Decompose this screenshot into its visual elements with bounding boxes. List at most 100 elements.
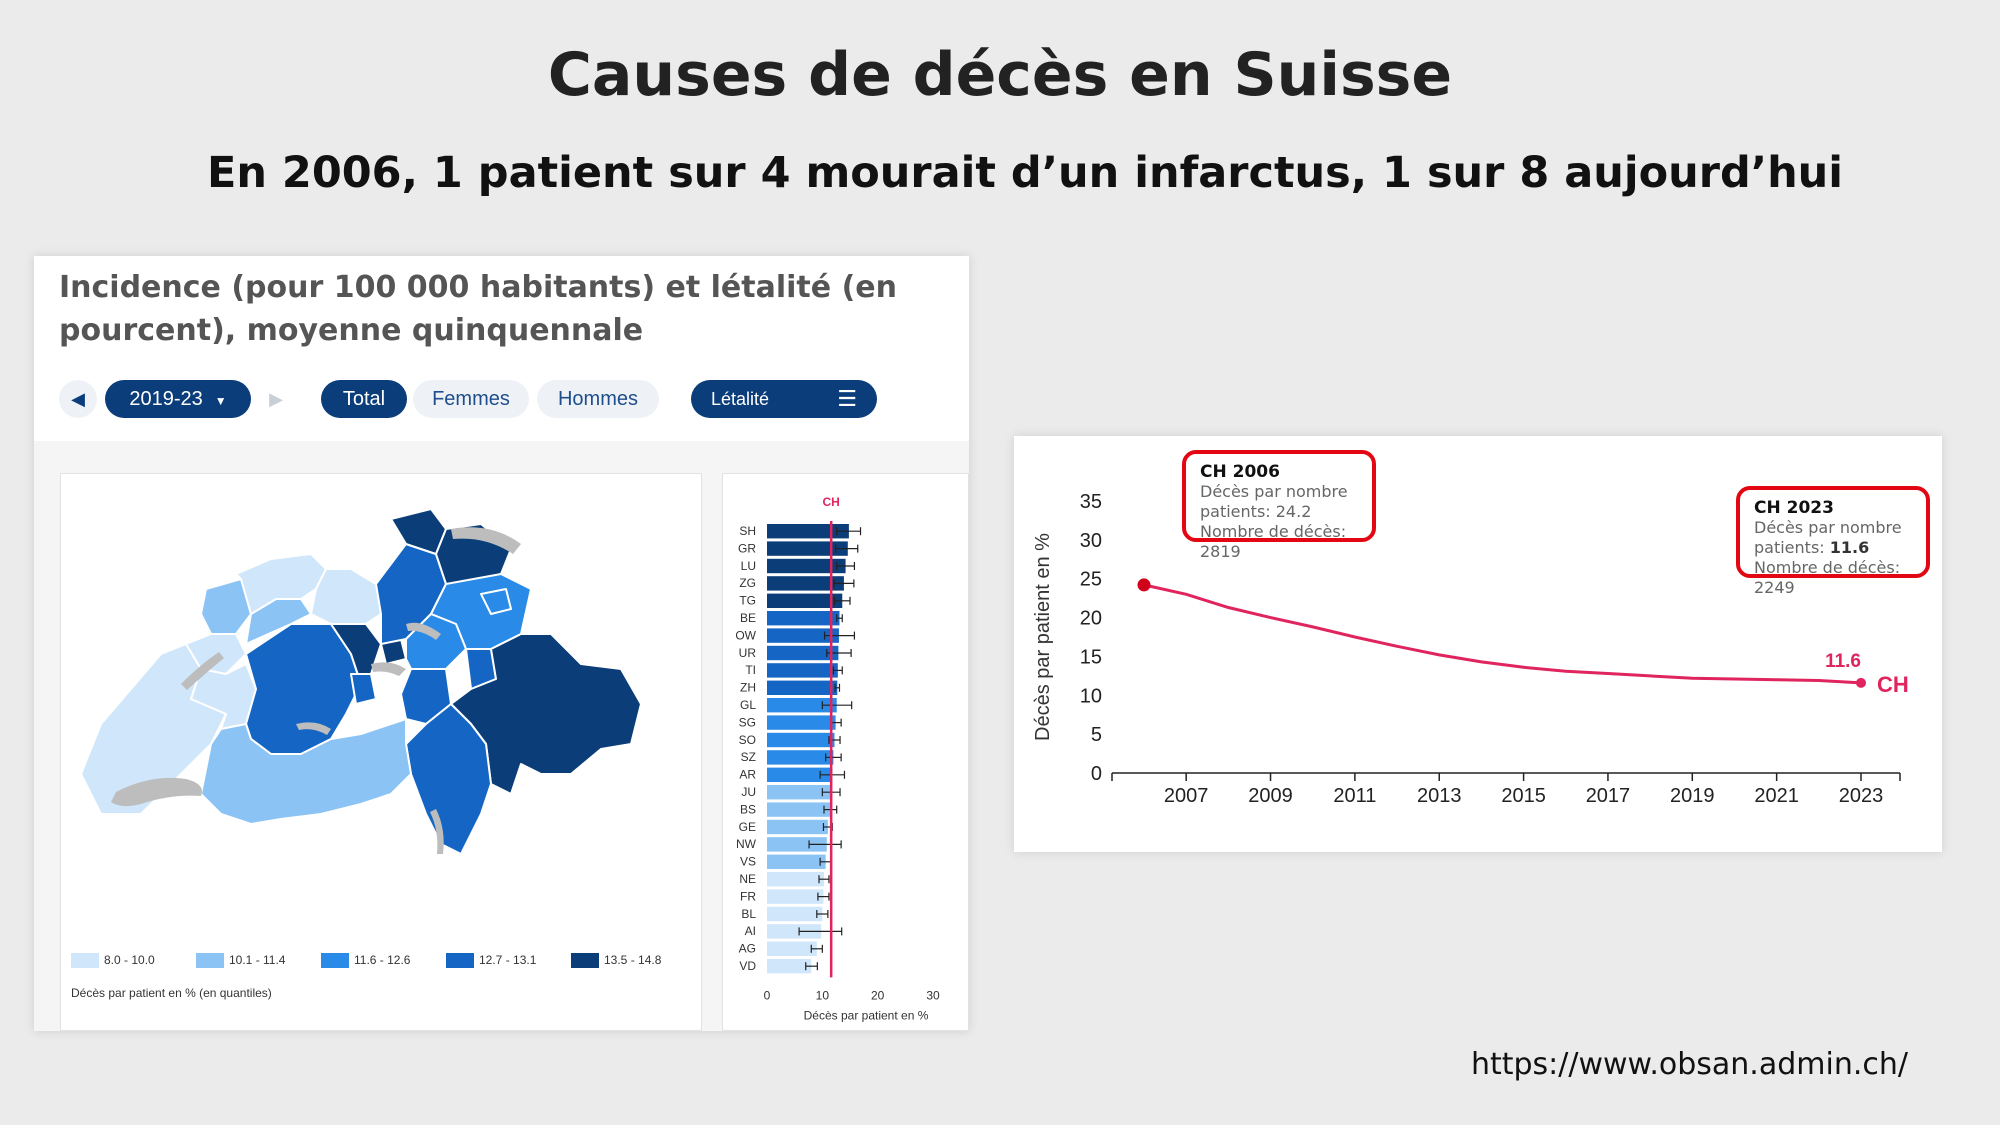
bar <box>767 941 817 956</box>
legend-swatch-q3 <box>321 953 349 968</box>
region-appenzell[interactable] <box>480 588 512 615</box>
bar-category-label: TI <box>745 663 756 677</box>
bar <box>767 663 838 678</box>
page-title: Causes de décès en Suisse <box>547 40 1453 110</box>
callout-prefix: patients: <box>1754 538 1830 557</box>
y-tick-label: 10 <box>1080 685 1102 707</box>
legend-swatch-q4 <box>446 953 474 968</box>
bar <box>767 889 824 904</box>
y-tick-label: 0 <box>1091 763 1102 785</box>
bar-category-label: BL <box>741 907 756 921</box>
callout-line: 2819 <box>1200 542 1241 561</box>
bar-category-label: BS <box>740 802 756 816</box>
panel-title: Incidence (pour 100 000 habitants) et lé… <box>59 270 897 348</box>
period-select[interactable]: 2019-23 ▼ <box>105 380 251 418</box>
bar-category-label: GE <box>739 820 756 834</box>
x-tick-label: 2009 <box>1248 785 1293 807</box>
legend-label-q1: 8.0 - 10.0 <box>104 953 155 967</box>
bar <box>767 732 835 748</box>
bar <box>767 785 832 800</box>
legend-label-q4: 12.7 - 13.1 <box>479 953 537 967</box>
legend-label-q2: 10.1 - 11.4 <box>229 953 286 967</box>
callout-prefix: patients: <box>1200 502 1276 521</box>
y-tick-label: 15 <box>1080 646 1102 668</box>
hamburger-icon: ☰ <box>837 386 857 411</box>
bar-category-label: AR <box>739 768 756 782</box>
bar <box>767 698 837 713</box>
bar-category-label: OW <box>735 628 756 642</box>
bar-category-label: FR <box>740 889 756 903</box>
callout-value: 24.2 <box>1275 502 1312 521</box>
bar <box>767 628 839 643</box>
callout-title: CH 2023 <box>1754 498 1834 518</box>
ch-reference-label: CH <box>823 495 840 509</box>
bar <box>767 593 843 608</box>
source-url[interactable]: https://www.obsan.admin.ch/ <box>1470 1047 1908 1082</box>
bar <box>767 959 812 974</box>
x-tick-label: 2021 <box>1754 785 1799 807</box>
legend-label-q5: 13.5 - 14.8 <box>604 953 662 967</box>
switzerland-map <box>80 508 642 855</box>
x-tick-label: 2015 <box>1501 785 1546 807</box>
end-value-label: 11.6 <box>1825 651 1861 672</box>
bar-category-label: JU <box>741 785 756 799</box>
lake-thun <box>296 722 331 735</box>
legend-item-q3: 11.6 - 12.6 <box>321 950 441 970</box>
bar-category-label: VD <box>739 959 756 973</box>
bar <box>767 906 823 922</box>
tab-total[interactable]: Total <box>321 380 407 418</box>
metric-select[interactable]: Létalité ☰ <box>691 380 877 418</box>
bar <box>767 611 840 626</box>
series-point-2023 <box>1856 677 1866 688</box>
callout-ch-2023: CH 2023 Décès par nombre patients: 11.6 … <box>1736 486 1930 597</box>
legend-item-q4: 12.7 - 13.1 <box>446 950 566 970</box>
controls-bar: ◀ 2019-23 ▼ ▶ Total Femmes Hommes Létalit… <box>59 380 939 418</box>
y-tick-label: 5 <box>1091 724 1102 746</box>
bar-category-label: GL <box>740 698 756 712</box>
triangle-right-icon[interactable]: ▶ <box>269 389 283 409</box>
bar <box>767 715 836 730</box>
caret-down-icon: ▼ <box>214 394 227 408</box>
lethality-bar-chart: SH GR LU ZG TG BE OW UR TI ZH GL SG SO SZ AR JU BS GE NW VS… <box>735 495 940 1022</box>
legend-item-q2: 10.1 - 11.4 <box>196 950 316 970</box>
legend-item-q5: 13.5 - 14.8 <box>571 950 691 970</box>
bar-chart-card: SH GR LU ZG TG BE OW UR TI ZH GL SG SO SZ AR JU BS GE NW VS… <box>722 473 969 1031</box>
x-tick-label: 2013 <box>1417 785 1462 807</box>
bar-category-label: GR <box>738 541 756 555</box>
region-valais[interactable] <box>200 718 412 825</box>
x-tick-label: 0 <box>764 988 771 1002</box>
x-tick-label: 2023 <box>1839 785 1884 807</box>
lake-lucerne <box>371 662 406 676</box>
callout-line: Décès par nombre <box>1754 518 1902 537</box>
series-point-2006 <box>1137 578 1151 592</box>
x-tick-label: 2011 <box>1333 785 1376 807</box>
bar <box>767 924 822 939</box>
bar-category-label: UR <box>739 646 757 660</box>
lake-maggiore <box>430 809 444 854</box>
tab-hommes[interactable]: Hommes <box>537 380 659 418</box>
lake-constance <box>451 527 521 554</box>
bar <box>767 645 839 661</box>
x-tick-label: 2019 <box>1670 785 1715 807</box>
legend-swatch-q2 <box>196 953 224 968</box>
bar <box>767 819 828 835</box>
callout-line: Nombre de décès: <box>1200 522 1347 541</box>
bar-category-label: SH <box>739 524 756 538</box>
lake-geneva <box>111 777 202 807</box>
region-basel[interactable] <box>235 553 327 615</box>
x-axis-label: Décès par patient en % <box>804 1008 929 1022</box>
period-label: 2019-23 <box>129 388 203 410</box>
bar <box>767 872 824 887</box>
map-card: 8.0 - 10.0 10.1 - 11.4 11.6 - 12.6 12.7 … <box>60 473 702 1031</box>
callout-value: 11.6 <box>1829 538 1870 557</box>
tab-femmes[interactable]: Femmes <box>413 380 529 418</box>
legend-swatch-q5 <box>571 953 599 968</box>
region-obwalden[interactable] <box>350 673 377 705</box>
region-aargau[interactable] <box>310 568 382 625</box>
bar <box>767 524 849 539</box>
map-legend: 8.0 - 10.0 10.1 - 11.4 11.6 - 12.6 12.7 … <box>71 950 691 970</box>
callout-line: patients: 24.2 <box>1200 502 1358 522</box>
series-label-ch: CH <box>1877 672 1909 697</box>
triangle-left-icon[interactable]: ◀ <box>59 380 97 418</box>
y-tick-label: 35 <box>1080 491 1102 513</box>
